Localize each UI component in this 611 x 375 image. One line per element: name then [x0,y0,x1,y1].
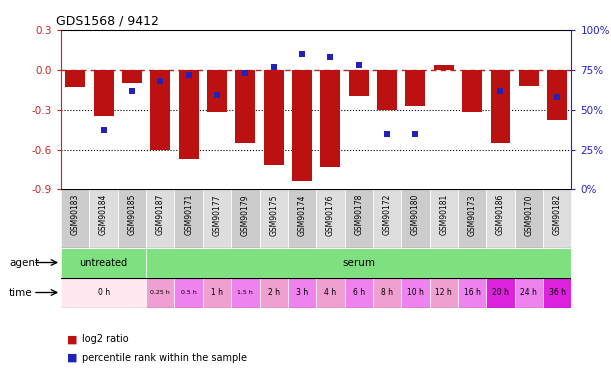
Bar [543,189,571,248]
Bar [434,64,453,70]
Text: 6 h: 6 h [353,288,365,297]
Bar [292,70,312,182]
Bar [430,189,458,248]
Text: 20 h: 20 h [492,288,509,297]
Text: 12 h: 12 h [436,288,452,297]
Bar [316,189,345,248]
Bar [203,278,231,308]
Bar [93,70,114,116]
Text: GSM90177: GSM90177 [213,194,222,236]
Text: 0.25 h: 0.25 h [150,290,170,295]
Bar [406,70,425,106]
Bar [264,70,284,165]
Bar [543,278,571,308]
Bar [486,278,514,308]
Bar [316,278,345,308]
Bar [491,70,510,143]
Bar [349,70,368,96]
Text: 0 h: 0 h [98,288,110,297]
Bar [65,70,85,87]
Bar [175,189,203,248]
Text: 1.5 h: 1.5 h [238,290,253,295]
Text: GSM90172: GSM90172 [382,194,392,236]
Text: time: time [9,288,33,297]
Text: GSM90176: GSM90176 [326,194,335,236]
Text: GSM90174: GSM90174 [298,194,307,236]
Bar [458,189,486,248]
Bar [61,248,146,278]
Bar [547,70,567,120]
Text: GSM90183: GSM90183 [71,194,80,236]
Bar [61,278,146,308]
Bar [146,248,571,278]
Text: 0.5 h: 0.5 h [181,290,197,295]
Text: ■: ■ [67,353,78,363]
Text: agent: agent [9,258,39,267]
Text: serum: serum [342,258,375,267]
Bar [203,189,231,248]
Bar [486,189,514,248]
Text: ■: ■ [67,334,78,344]
Bar [231,189,260,248]
Bar [89,189,118,248]
Bar [61,189,89,248]
Bar [345,278,373,308]
Bar [150,70,170,150]
Text: 16 h: 16 h [464,288,480,297]
Bar [118,189,146,248]
Bar [231,278,260,308]
Text: 3 h: 3 h [296,288,308,297]
Text: GSM90187: GSM90187 [156,194,165,236]
Bar [519,70,539,86]
Bar [377,70,397,110]
Text: GSM90170: GSM90170 [524,194,533,236]
Bar [288,189,316,248]
Bar [122,70,142,83]
Text: GSM90179: GSM90179 [241,194,250,236]
Bar [345,189,373,248]
Bar [430,278,458,308]
Text: untreated: untreated [79,258,128,267]
Text: 8 h: 8 h [381,288,393,297]
Text: GSM90173: GSM90173 [467,194,477,236]
Text: 36 h: 36 h [549,288,566,297]
Bar [207,70,227,112]
Bar [235,70,255,143]
Text: GSM90186: GSM90186 [496,194,505,236]
Bar [320,70,340,167]
Text: GSM90181: GSM90181 [439,194,448,235]
Text: GSM90171: GSM90171 [184,194,193,236]
Text: GSM90184: GSM90184 [99,194,108,236]
Text: percentile rank within the sample: percentile rank within the sample [82,353,247,363]
Bar [462,70,482,112]
Text: 24 h: 24 h [521,288,537,297]
Bar [260,189,288,248]
Bar [260,278,288,308]
Bar [401,278,430,308]
Bar [514,189,543,248]
Text: GSM90180: GSM90180 [411,194,420,236]
Bar [288,278,316,308]
Text: GSM90175: GSM90175 [269,194,278,236]
Text: GDS1568 / 9412: GDS1568 / 9412 [56,15,159,27]
Text: 2 h: 2 h [268,288,280,297]
Text: GSM90178: GSM90178 [354,194,363,236]
Text: GSM90182: GSM90182 [552,194,562,235]
Bar [401,189,430,248]
Bar [373,189,401,248]
Bar [514,278,543,308]
Bar [146,189,175,248]
Bar [146,278,175,308]
Text: log2 ratio: log2 ratio [82,334,129,344]
Text: 4 h: 4 h [324,288,337,297]
Bar [179,70,199,159]
Text: GSM90185: GSM90185 [128,194,136,236]
Bar [458,278,486,308]
Text: 1 h: 1 h [211,288,223,297]
Bar [373,278,401,308]
Text: 10 h: 10 h [407,288,424,297]
Bar [175,278,203,308]
